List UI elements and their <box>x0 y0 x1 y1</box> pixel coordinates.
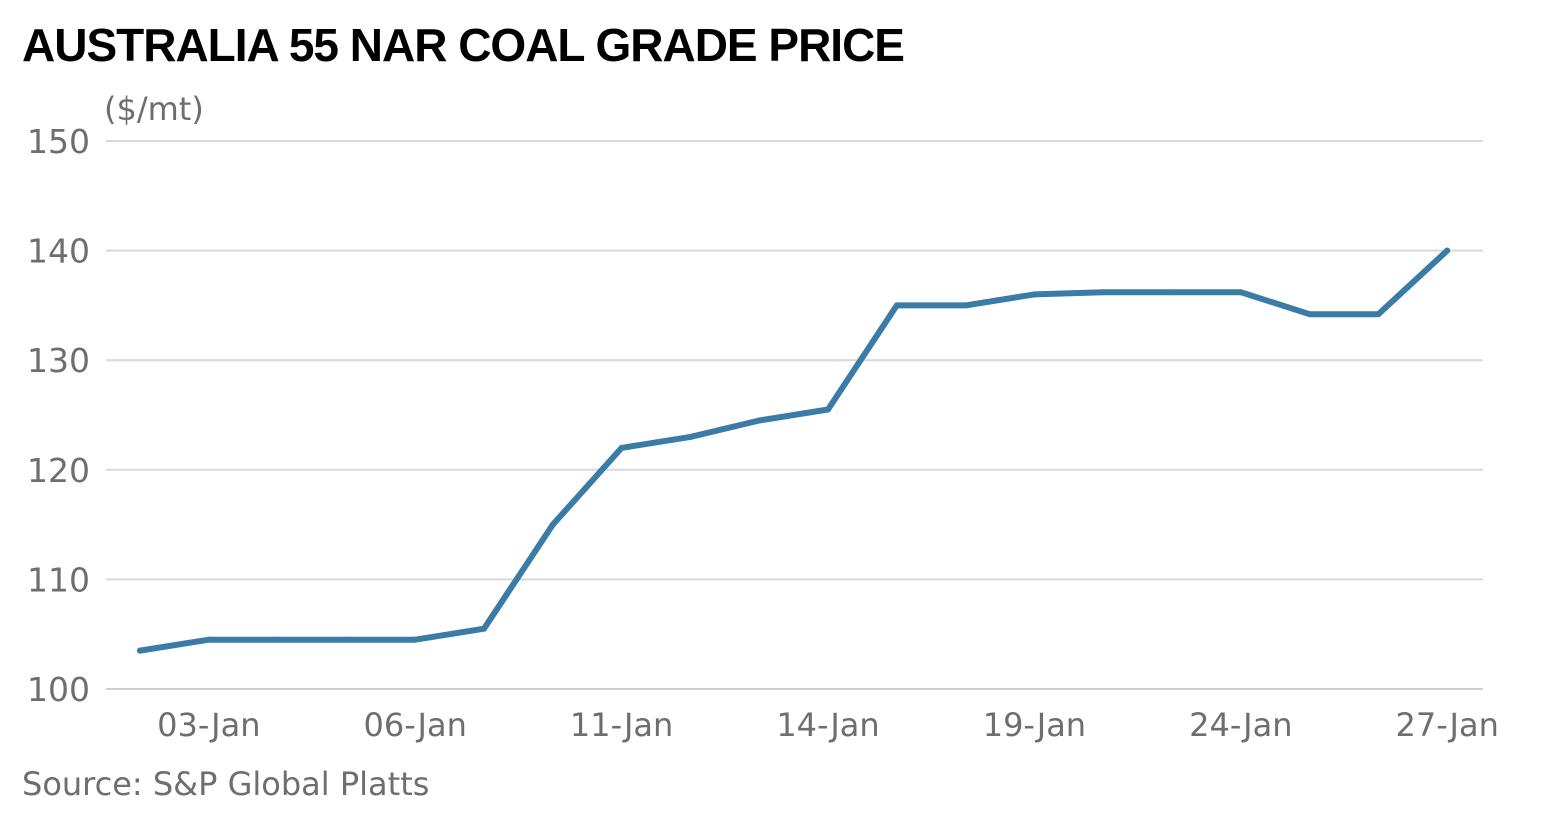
data-point-02-Jan <box>137 647 143 654</box>
data-point-14-Jan <box>825 406 831 413</box>
price-series <box>137 247 1451 654</box>
chart-title: AUSTRALIA 55 NAR COAL GRADE PRICE <box>22 19 905 71</box>
x-tick-label-14-Jan: 14-Jan <box>776 706 879 744</box>
data-point-20-Jan <box>1100 289 1107 296</box>
data-point-07-Jan <box>481 625 487 632</box>
x-tick-label-11-Jan: 11-Jan <box>570 706 673 744</box>
data-point-03-Jan <box>205 636 212 643</box>
data-point-06-Jan <box>412 636 419 643</box>
y-tick-label-100: 100 <box>27 670 90 709</box>
y-tick-label-110: 110 <box>27 560 90 599</box>
y-tick-label-150: 150 <box>27 122 90 161</box>
data-point-12-Jan <box>687 433 694 440</box>
series-line-0 <box>137 247 1451 654</box>
x-tick-label-19-Jan: 19-Jan <box>983 706 1086 744</box>
data-point-25-Jan <box>1306 311 1313 318</box>
x-tick-label-06-Jan: 06-Jan <box>364 706 467 744</box>
gridlines <box>106 140 1483 690</box>
data-point-11-Jan <box>618 444 625 451</box>
data-point-21-Jan <box>1169 289 1175 296</box>
x-tick-label-27-Jan: 27-Jan <box>1396 706 1499 744</box>
data-point-18-Jan <box>962 302 969 309</box>
data-point-17-Jan <box>893 302 900 309</box>
x-tick-label-24-Jan: 24-Jan <box>1189 706 1292 744</box>
y-axis-unit-label: ($/mt) <box>104 90 204 128</box>
x-tick-label-03-Jan: 03-Jan <box>157 706 260 744</box>
y-tick-label-120: 120 <box>27 451 90 490</box>
data-point-26-Jan <box>1375 311 1382 318</box>
source-note: Source: S&P Global Platts <box>22 765 430 803</box>
data-point-05-Jan <box>343 636 350 643</box>
data-point-19-Jan <box>1031 291 1038 298</box>
y-tick-label-140: 140 <box>27 232 90 271</box>
x-axis-tick-labels: 03-Jan 06-Jan 11-Jan 14-Jan 19-Jan 24-Jan 27-J… <box>157 706 1499 744</box>
data-point-24-Jan <box>1237 289 1244 296</box>
data-point-27-Jan <box>1444 247 1451 254</box>
data-point-04-Jan <box>274 636 281 643</box>
data-point-13-Jan <box>756 417 763 424</box>
data-point-10-Jan <box>549 521 556 528</box>
y-axis-tick-labels: 100 110 120 130 140 150 <box>27 122 90 709</box>
y-tick-label-130: 130 <box>27 341 90 380</box>
